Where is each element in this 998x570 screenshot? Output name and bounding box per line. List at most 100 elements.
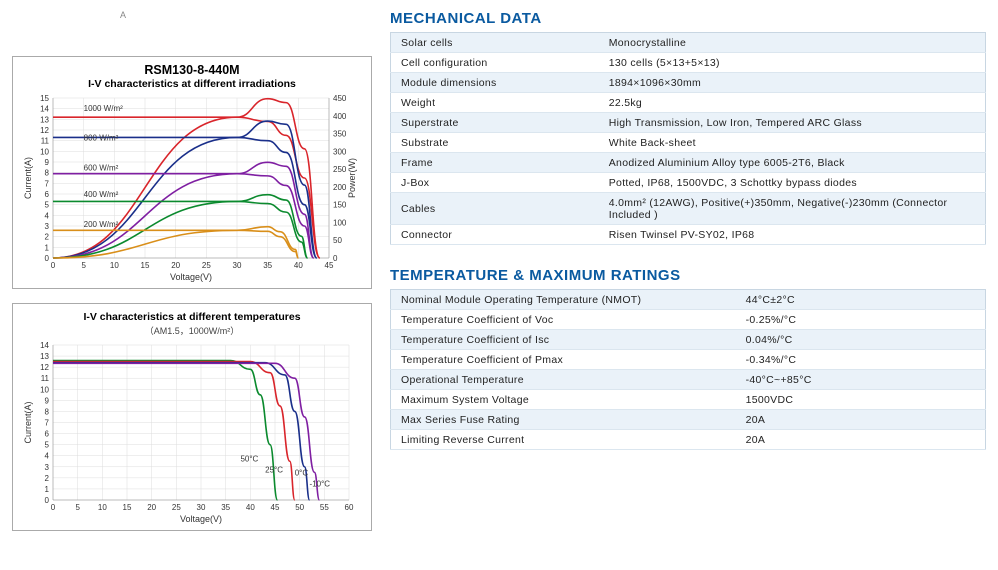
svg-text:30: 30 (233, 261, 242, 270)
spec-value: 1894×1096×30mm (599, 73, 986, 93)
svg-text:40: 40 (294, 261, 303, 270)
svg-text:8: 8 (45, 407, 50, 416)
svg-text:Voltage(V): Voltage(V) (170, 272, 212, 282)
svg-text:Current(A): Current(A) (23, 401, 33, 443)
svg-text:14: 14 (40, 341, 49, 350)
chart2-plot: 0510152025303540455055600123456789101112… (21, 341, 363, 526)
temperature-heading: TEMPERATURE & MAXIMUM RATINGS (390, 267, 986, 284)
svg-text:5: 5 (75, 503, 80, 512)
spec-key: J-Box (391, 173, 599, 193)
table-row: Maximum System Voltage1500VDC (391, 390, 986, 410)
svg-text:10: 10 (40, 147, 49, 156)
svg-text:-10°C: -10°C (310, 480, 331, 489)
svg-text:450: 450 (333, 94, 347, 103)
svg-text:400: 400 (333, 112, 347, 121)
svg-text:40: 40 (246, 503, 255, 512)
svg-text:60: 60 (345, 503, 354, 512)
table-row: FrameAnodized Aluminium Alloy type 6005-… (391, 153, 986, 173)
table-row: Temperature Coefficient of Isc0.04%/°C (391, 330, 986, 350)
svg-text:4: 4 (45, 211, 50, 220)
svg-text:100: 100 (333, 218, 347, 227)
svg-text:6: 6 (45, 190, 50, 199)
svg-text:Voltage(V): Voltage(V) (180, 514, 222, 524)
chart-irradiance: RSM130-8-440M I-V characteristics at dif… (12, 56, 372, 289)
spec-key: Temperature Coefficient of Voc (391, 310, 736, 330)
svg-text:12: 12 (40, 363, 49, 372)
table-row: Cell configuration130 cells (5×13+5×13) (391, 53, 986, 73)
svg-text:10: 10 (110, 261, 119, 270)
svg-text:5: 5 (45, 441, 50, 450)
spec-value: -0.25%/°C (736, 310, 986, 330)
table-row: Module dimensions1894×1096×30mm (391, 73, 986, 93)
tables-column: MECHANICAL DATA Solar cellsMonocrystalli… (390, 8, 986, 531)
mechanical-table: Solar cellsMonocrystallineCell configura… (390, 32, 986, 245)
spec-key: Module dimensions (391, 73, 599, 93)
spec-key: Frame (391, 153, 599, 173)
svg-text:300: 300 (333, 147, 347, 156)
svg-text:9: 9 (45, 158, 50, 167)
svg-text:5: 5 (81, 261, 86, 270)
svg-text:0: 0 (51, 261, 56, 270)
table-row: Temperature Coefficient of Pmax-0.34%/°C (391, 350, 986, 370)
chart-temperature: I-V characteristics at different tempera… (12, 303, 372, 531)
svg-text:0: 0 (45, 254, 50, 263)
svg-text:20: 20 (171, 261, 180, 270)
spec-key: Solar cells (391, 33, 599, 53)
spec-value: 22.5kg (599, 93, 986, 113)
spec-key: Connector (391, 225, 599, 245)
table-row: Cables4.0mm² (12AWG), Positive(+)350mm, … (391, 193, 986, 225)
chart2-note: （AM1.5，1000W/m²） (21, 324, 363, 337)
svg-text:9: 9 (45, 396, 50, 405)
spec-key: Cables (391, 193, 599, 225)
svg-text:800 W/m²: 800 W/m² (84, 134, 119, 143)
svg-text:25: 25 (172, 503, 181, 512)
svg-text:400 W/m²: 400 W/m² (84, 190, 119, 199)
svg-text:7: 7 (45, 419, 50, 428)
spec-key: Substrate (391, 133, 599, 153)
spec-value: 20A (736, 410, 986, 430)
spec-key: Temperature Coefficient of Isc (391, 330, 736, 350)
page: RSM130-8-440M I-V characteristics at dif… (0, 0, 998, 539)
svg-text:45: 45 (271, 503, 280, 512)
spec-value: 0.04%/°C (736, 330, 986, 350)
svg-text:13: 13 (40, 352, 49, 361)
mechanical-heading: MECHANICAL DATA (390, 10, 986, 27)
spec-value: 130 cells (5×13+5×13) (599, 53, 986, 73)
svg-text:0°C: 0°C (295, 469, 309, 478)
svg-text:13: 13 (40, 115, 49, 124)
svg-text:35: 35 (221, 503, 230, 512)
svg-text:1: 1 (45, 485, 50, 494)
temperature-table: Nominal Module Operating Temperature (NM… (390, 289, 986, 450)
svg-text:150: 150 (333, 201, 347, 210)
spec-key: Maximum System Voltage (391, 390, 736, 410)
chart1-plot: 0510152025303540450123456789101112131415… (21, 94, 363, 284)
svg-text:10: 10 (40, 385, 49, 394)
svg-text:0: 0 (45, 496, 50, 505)
svg-text:250: 250 (333, 165, 347, 174)
chart1-subtitle: I-V characteristics at different irradia… (21, 78, 363, 90)
svg-text:11: 11 (41, 374, 50, 383)
spec-value: -0.34%/°C (736, 350, 986, 370)
table-row: ConnectorRisen Twinsel PV-SY02, IP68 (391, 225, 986, 245)
svg-text:50: 50 (295, 503, 304, 512)
table-row: Limiting Reverse Current20A (391, 430, 986, 450)
svg-text:200: 200 (333, 183, 347, 192)
table-row: Nominal Module Operating Temperature (NM… (391, 290, 986, 310)
charts-column: RSM130-8-440M I-V characteristics at dif… (12, 8, 372, 531)
svg-text:1: 1 (45, 243, 50, 252)
spec-key: Cell configuration (391, 53, 599, 73)
spec-value: Monocrystalline (599, 33, 986, 53)
svg-text:2: 2 (45, 233, 50, 242)
spec-value: Anodized Aluminium Alloy type 6005-2T6, … (599, 153, 986, 173)
svg-text:6: 6 (45, 430, 50, 439)
spec-key: Weight (391, 93, 599, 113)
svg-text:600 W/m²: 600 W/m² (84, 164, 119, 173)
svg-text:15: 15 (40, 94, 49, 103)
table-row: SubstrateWhite Back-sheet (391, 133, 986, 153)
spec-value: -40°C~+85°C (736, 370, 986, 390)
spec-value: Risen Twinsel PV-SY02, IP68 (599, 225, 986, 245)
table-row: Temperature Coefficient of Voc-0.25%/°C (391, 310, 986, 330)
svg-text:50°C: 50°C (240, 454, 258, 463)
table-row: Operational Temperature-40°C~+85°C (391, 370, 986, 390)
spec-key: Nominal Module Operating Temperature (NM… (391, 290, 736, 310)
